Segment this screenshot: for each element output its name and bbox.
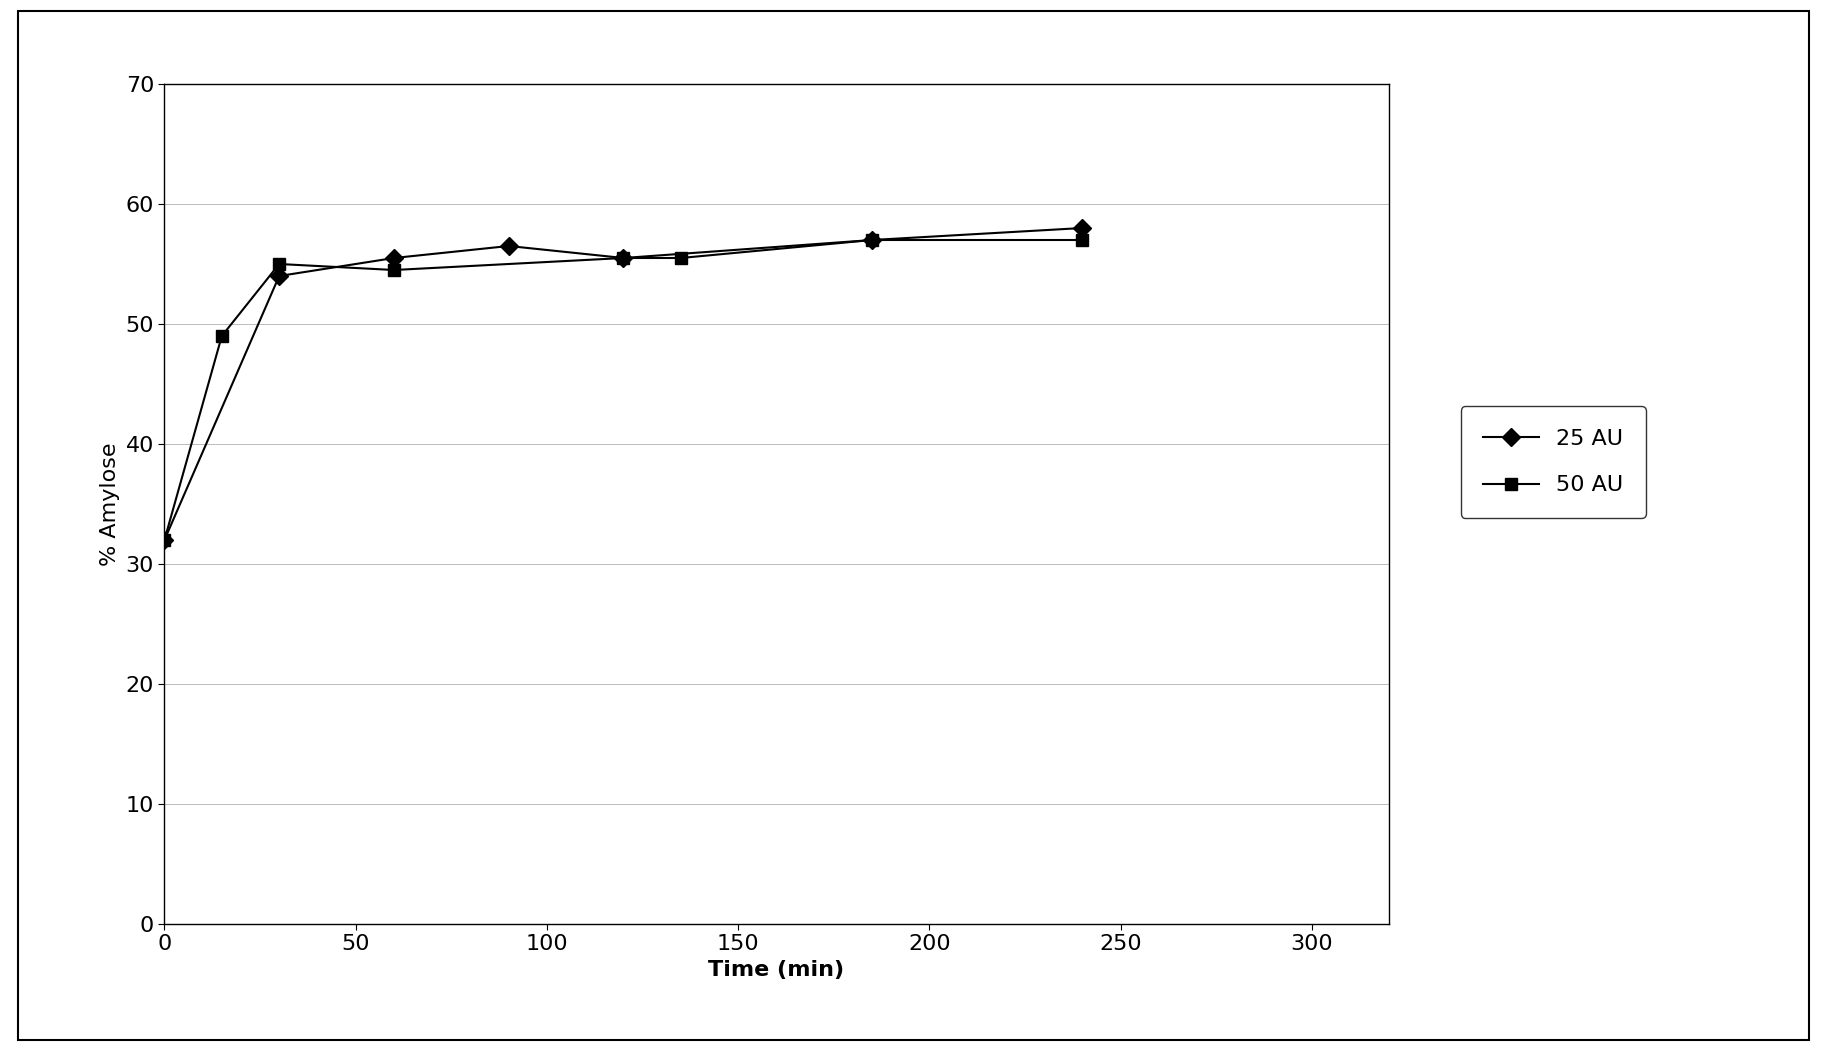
Legend: 25 AU, 50 AU: 25 AU, 50 AU [1462, 406, 1646, 518]
50 AU [671, 252, 692, 265]
25 AU [269, 270, 290, 282]
25 AU [153, 533, 175, 546]
50 AU [153, 533, 175, 546]
50 AU [612, 252, 634, 265]
Y-axis label: % Amylose: % Amylose [100, 442, 121, 566]
50 AU [861, 234, 882, 247]
25 AU [497, 239, 519, 252]
25 AU [1071, 222, 1093, 234]
25 AU [612, 252, 634, 265]
50 AU [1071, 234, 1093, 247]
50 AU [269, 257, 290, 270]
50 AU [384, 264, 406, 276]
Line: 50 AU: 50 AU [159, 234, 1089, 546]
25 AU [384, 252, 406, 265]
50 AU [210, 330, 232, 342]
25 AU [861, 234, 882, 247]
Line: 25 AU: 25 AU [159, 222, 1089, 546]
X-axis label: Time (min): Time (min) [709, 960, 844, 980]
